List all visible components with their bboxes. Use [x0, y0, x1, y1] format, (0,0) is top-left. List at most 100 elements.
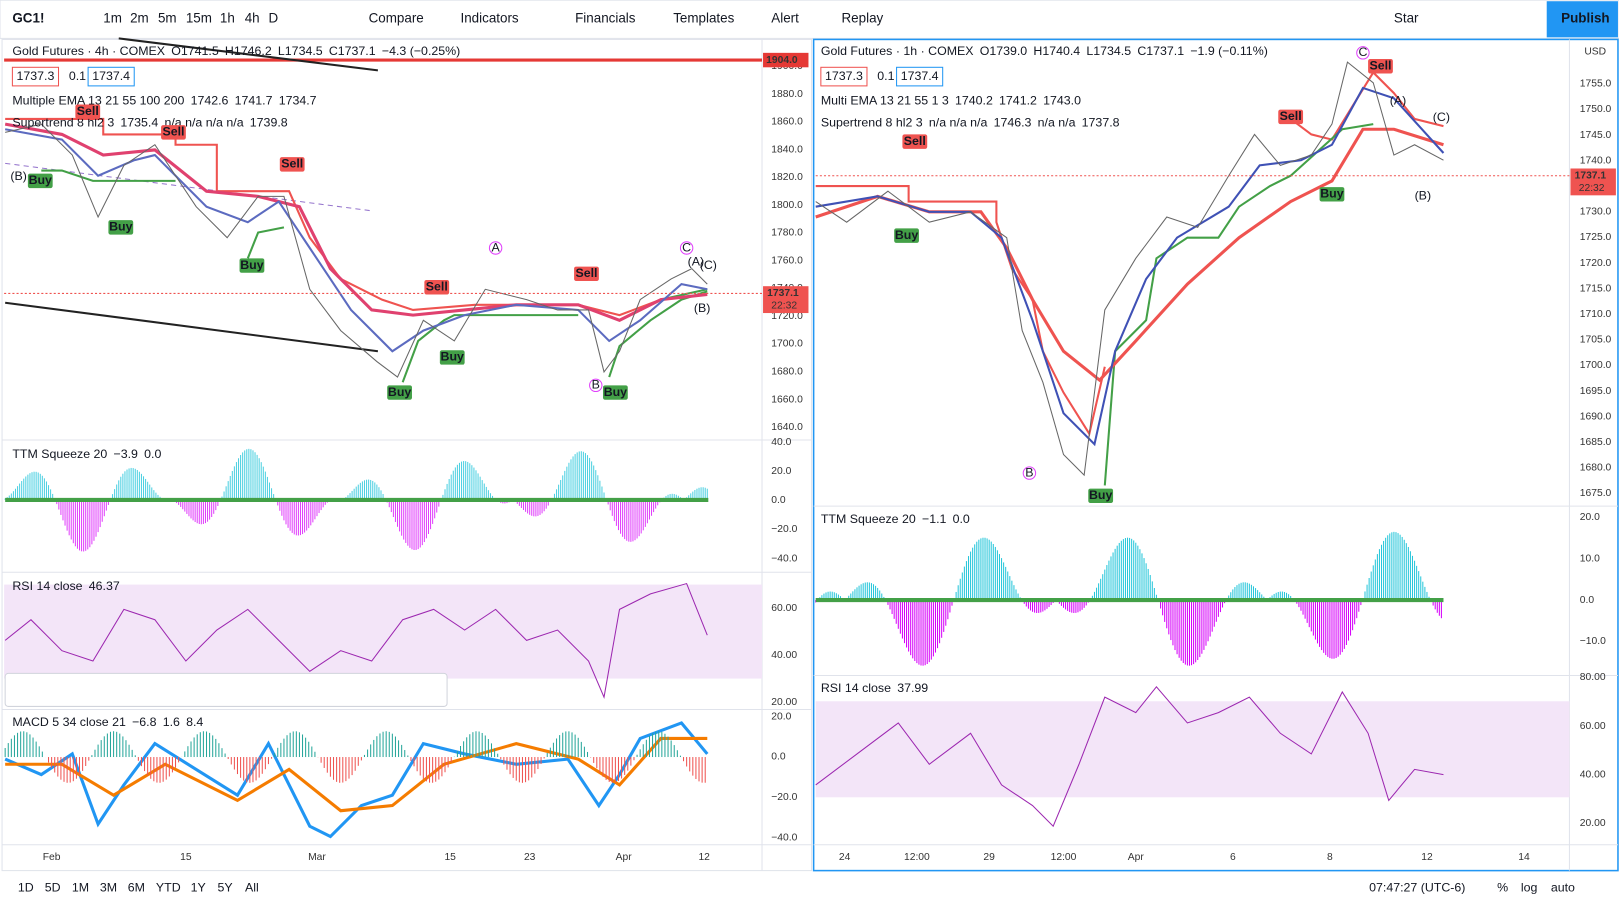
star-button[interactable]: Star: [1394, 10, 1419, 25]
signal-label: Buy: [1089, 488, 1112, 502]
currency: USD: [1584, 47, 1606, 58]
top-toolbar: [0, 0, 1619, 39]
signal-badge: [424, 280, 450, 295]
axis-label: 20.00: [771, 697, 797, 708]
axis-label: 0.0: [771, 495, 786, 506]
axis-label: −20.0: [771, 792, 797, 803]
interval[interactable]: 5m: [158, 10, 177, 25]
range-button[interactable]: 1Y: [191, 880, 206, 894]
spread: 0.1: [877, 69, 894, 83]
time-label: Mar: [308, 852, 326, 863]
axis-label: 1690.0: [1580, 411, 1612, 422]
signal-label: Sell: [904, 134, 926, 148]
signal-badge: [279, 157, 305, 172]
wave-label: (A): [688, 255, 705, 269]
ema-line: [815, 86, 1445, 447]
signal-badge: [602, 385, 628, 400]
drawing-toolbar[interactable]: [4, 672, 448, 707]
wave-label: A: [491, 240, 500, 254]
countdown: 22:32: [1579, 183, 1605, 194]
rsi-band: [815, 701, 1570, 798]
range-button[interactable]: 6M: [128, 880, 145, 894]
axis-label: 1780.0: [771, 228, 803, 239]
signal-badge: [894, 228, 919, 243]
alert-price: 1904.0: [766, 55, 798, 66]
interval[interactable]: D: [268, 10, 278, 25]
publish-label: Publish: [1561, 10, 1609, 25]
range-button[interactable]: All: [245, 880, 259, 894]
interval[interactable]: 15m: [186, 10, 212, 25]
indicators-button[interactable]: Indicators: [461, 10, 519, 25]
axis-label: 1705.0: [1580, 335, 1612, 346]
ohlc-value: C1737.1: [1137, 44, 1184, 58]
axis-label: −40.0: [771, 832, 797, 843]
signal-badge: [27, 173, 53, 189]
signal-label: Sell: [77, 104, 99, 118]
templates-button[interactable]: Templates: [673, 10, 734, 25]
range-button[interactable]: YTD: [156, 880, 181, 894]
indicator-value: 0.0: [953, 512, 970, 526]
interval[interactable]: 4h: [245, 10, 260, 25]
trend-line: [5, 301, 379, 353]
price-box: [87, 66, 135, 87]
ohlc-value: H1740.4: [1033, 44, 1080, 58]
auto-toggle[interactable]: auto: [1551, 880, 1575, 894]
symbol[interactable]: GC1!: [12, 10, 44, 25]
ohlc-value: C1737.1: [329, 44, 376, 58]
compare-button[interactable]: Compare: [369, 10, 424, 25]
indicator-value: 1737.8: [1082, 115, 1120, 129]
range-button[interactable]: 3M: [100, 880, 117, 894]
axis-label: 1710.0: [1580, 309, 1612, 320]
axis-label: 1695.0: [1580, 386, 1612, 397]
time-label: Apr: [616, 852, 633, 863]
axis-label: 0.0: [771, 752, 786, 763]
time-label: 15: [180, 852, 192, 863]
axis-label: 1750.0: [1580, 104, 1612, 115]
interval[interactable]: 1m: [103, 10, 122, 25]
indicator-name: Multi EMA 13 21 55 1 3: [821, 94, 949, 108]
rsi-line: [815, 686, 1444, 828]
percent-toggle[interactable]: %: [1497, 880, 1508, 894]
indicator-value: 1.6: [163, 715, 180, 729]
axis-label: 40.00: [1580, 769, 1606, 780]
indicator-value: 1741.2: [999, 94, 1037, 108]
signal-label: Sell: [575, 266, 597, 280]
time-label: 24: [839, 852, 851, 863]
axis-label: 1880.0: [771, 89, 803, 100]
price-line: [5, 123, 708, 378]
dashed-line: [5, 162, 372, 212]
signal-badge: [75, 104, 101, 119]
publish-button[interactable]: [1546, 1, 1618, 38]
axis-label: 1760.0: [771, 255, 803, 266]
signal-badge: [387, 385, 412, 400]
range-button[interactable]: 5Y: [218, 880, 233, 894]
wave-circle: [1022, 466, 1037, 480]
indicator-value: 37.99: [897, 681, 928, 695]
replay-button[interactable]: Replay: [842, 10, 884, 25]
time-label: 14: [1518, 852, 1530, 863]
range-button[interactable]: 5D: [45, 880, 61, 894]
financials-button[interactable]: Financials: [575, 10, 636, 25]
ohlc-value: H1746.2: [225, 44, 272, 58]
interval[interactable]: 1h: [220, 10, 235, 25]
ohlc-value: −1.9 (−0.11%): [1190, 44, 1268, 58]
alert-button[interactable]: Alert: [771, 10, 799, 25]
range-button[interactable]: 1D: [18, 880, 34, 894]
indicator-value: −6.8: [132, 715, 157, 729]
indicator-value: n/a n/a n/a: [929, 115, 988, 129]
axis-label: 1745.0: [1580, 130, 1612, 141]
interval[interactable]: 2m: [130, 10, 149, 25]
axis-label: 1720.0: [1580, 258, 1612, 269]
wave-label: (A): [1390, 94, 1407, 108]
range-button[interactable]: 1M: [72, 880, 89, 894]
axis-label: 1640.0: [771, 422, 803, 433]
macd-line: [4, 721, 709, 839]
indicator-name: TTM Squeeze 20: [12, 447, 107, 461]
signal-badge: [108, 220, 134, 235]
time-label: 12:00: [904, 852, 930, 863]
axis-label: −20.0: [771, 524, 797, 535]
time-label: 12: [1421, 852, 1433, 863]
log-toggle[interactable]: log: [1521, 880, 1538, 894]
time-label: 8: [1327, 852, 1333, 863]
